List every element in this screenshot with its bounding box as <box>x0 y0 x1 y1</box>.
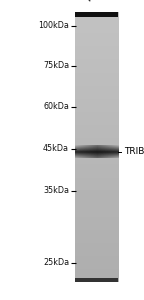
Text: TRIB3: TRIB3 <box>124 147 144 156</box>
Text: 35kDa: 35kDa <box>43 186 69 195</box>
Text: 100kDa: 100kDa <box>38 21 69 30</box>
Bar <box>75 12 118 17</box>
Text: 75kDa: 75kDa <box>43 61 69 70</box>
Bar <box>75 278 118 282</box>
Text: 25kDa: 25kDa <box>43 258 69 267</box>
Text: 60kDa: 60kDa <box>43 102 69 111</box>
Text: K-562: K-562 <box>84 0 109 3</box>
Text: 45kDa: 45kDa <box>43 144 69 153</box>
